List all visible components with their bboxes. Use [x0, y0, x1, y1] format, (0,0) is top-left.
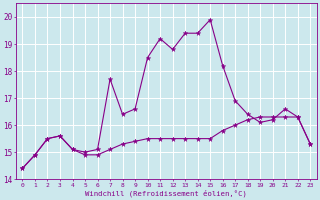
X-axis label: Windchill (Refroidissement éolien,°C): Windchill (Refroidissement éolien,°C): [85, 189, 247, 197]
